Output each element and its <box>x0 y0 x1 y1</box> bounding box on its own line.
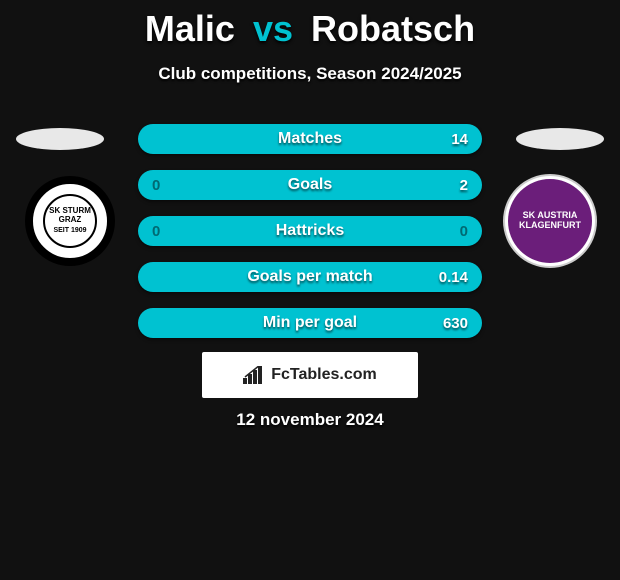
stat-row: 0 Goals 2 <box>138 170 482 200</box>
club-badge-left: SK STURM GRAZ SEIT 1909 <box>25 176 115 266</box>
club-badge-left-sub: SEIT 1909 <box>47 227 93 235</box>
club-badge-right-text: SK AUSTRIA KLAGENFURT <box>514 211 586 231</box>
stats-list: Matches 14 0 Goals 2 0 Hattricks 0 Goals… <box>138 124 482 354</box>
player2-name: Robatsch <box>311 8 475 49</box>
stat-label: Matches <box>138 124 482 154</box>
player1-head-placeholder <box>16 128 104 150</box>
player1-name: Malic <box>145 8 235 49</box>
stat-row: Min per goal 630 <box>138 308 482 338</box>
subtitle: Club competitions, Season 2024/2025 <box>0 64 620 84</box>
stat-label: Goals <box>138 170 482 200</box>
club-badge-right: SK AUSTRIA KLAGENFURT <box>505 176 595 266</box>
stat-left-value: 0 <box>152 223 160 240</box>
brand-text: FcTables.com <box>271 366 377 384</box>
chart-icon <box>243 366 265 384</box>
brand-box: FcTables.com <box>202 352 418 398</box>
page-title: Malic vs Robatsch <box>0 0 620 50</box>
stat-right-value: 0 <box>460 223 468 240</box>
stat-row: Goals per match 0.14 <box>138 262 482 292</box>
date-label: 12 november 2024 <box>0 410 620 430</box>
vs-label: vs <box>253 8 293 49</box>
player2-head-placeholder <box>516 128 604 150</box>
stat-right-value: 0.14 <box>439 269 468 286</box>
stat-right-value: 14 <box>451 131 468 148</box>
stat-row: 0 Hattricks 0 <box>138 216 482 246</box>
stat-label: Goals per match <box>138 262 482 292</box>
stat-label: Hattricks <box>138 216 482 246</box>
stat-row: Matches 14 <box>138 124 482 154</box>
stat-right-value: 630 <box>443 315 468 332</box>
stat-label: Min per goal <box>138 308 482 338</box>
stat-right-value: 2 <box>460 177 468 194</box>
club-badge-left-text: SK STURM GRAZ <box>47 207 93 225</box>
stat-left-value: 0 <box>152 177 160 194</box>
